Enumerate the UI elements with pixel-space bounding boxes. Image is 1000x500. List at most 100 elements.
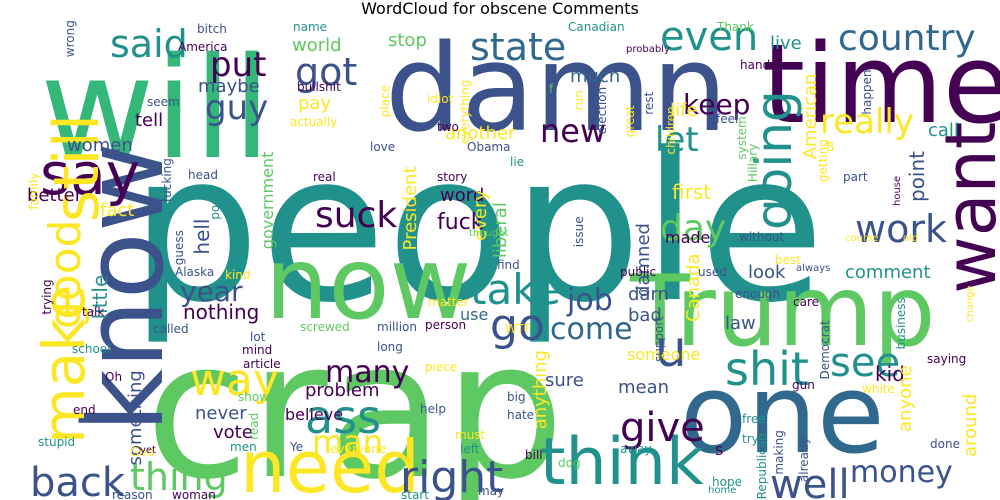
wordcloud-word: Republican <box>755 433 769 499</box>
wordcloud-word: saying <box>927 352 966 366</box>
wordcloud-word: change <box>965 285 976 322</box>
wordcloud-word: actually <box>290 115 337 129</box>
wordcloud-word: gun <box>792 378 815 392</box>
wordcloud-word: Canadian <box>568 20 625 34</box>
wordcloud-word: woman <box>172 488 216 500</box>
wordcloud-word: show <box>238 390 269 404</box>
wordcloud-word: without <box>739 230 784 244</box>
wordcloud-word: care <box>793 295 819 309</box>
wordcloud-word: wrong <box>63 20 77 57</box>
wordcloud-word: school <box>72 342 110 356</box>
wordcloud-word: life <box>670 100 697 121</box>
wordcloud-word: pay <box>298 93 331 114</box>
wordcloud-word: Obama <box>467 140 510 154</box>
wordcloud-word: issue <box>572 216 586 247</box>
wordcloud-word: person <box>425 318 466 332</box>
wordcloud-word: free <box>742 412 766 426</box>
wordcloud-word: shit <box>725 342 809 396</box>
wordcloud-word: story <box>437 170 467 184</box>
wordcloud-word: idiot <box>427 92 454 106</box>
wordcloud-word: guess <box>172 230 186 265</box>
wordcloud-word: point <box>905 151 929 202</box>
wordcloud-word: stupid <box>38 435 75 449</box>
wordcloud-word: Ye <box>289 440 303 454</box>
wordcloud-word: anything <box>530 350 551 429</box>
wordcloud-word: word <box>440 185 484 206</box>
wordcloud-word: dog <box>558 456 581 470</box>
wordcloud-word: damn <box>385 20 728 159</box>
wordcloud-word: u <box>655 320 687 378</box>
wordcloud-word: kind <box>225 268 251 282</box>
wordcloud-word: maybe <box>198 76 260 97</box>
wordcloud-word: little <box>88 275 112 320</box>
wordcloud-word: come <box>550 312 633 347</box>
wordcloud-word: need <box>240 425 420 500</box>
wordcloud-word: done <box>930 437 960 451</box>
wordcloud-word: help <box>420 402 446 416</box>
wordcloud-word: mean <box>618 377 669 398</box>
wordcloud-word: women <box>67 135 133 156</box>
wordcloud-word: mind <box>242 343 272 357</box>
wordcloud-word: money <box>850 455 953 490</box>
wordcloud-word: s <box>715 440 723 459</box>
wordcloud-word: another <box>445 123 516 144</box>
wordcloud-word: long <box>377 340 403 354</box>
wordcloud-word: look <box>748 262 786 283</box>
wordcloud-word: give <box>620 405 705 451</box>
wordcloud-word: real <box>313 170 336 184</box>
wordcloud-word: stop <box>388 30 427 51</box>
wordcloud-word: job <box>566 283 613 318</box>
wordcloud-word: never <box>195 403 247 424</box>
wordcloud-word: back <box>30 460 126 500</box>
wordcloud-word: go <box>490 300 545 351</box>
wordcloud-word: someone <box>627 345 700 364</box>
wordcloud-word: ass <box>305 390 381 444</box>
wordcloud-word: problem <box>305 380 379 401</box>
wordcloud-word: good <box>40 219 91 329</box>
wordcloud-word: best <box>775 253 801 267</box>
wordcloud-word: American <box>800 74 821 160</box>
wordcloud-word: house <box>892 176 903 206</box>
wordcloud-word: bad <box>628 305 662 326</box>
wordcloud-word: rest <box>642 91 656 114</box>
wordcloud-word: business <box>894 297 908 349</box>
wordcloud-word: time <box>762 20 1000 148</box>
wordcloud-word: damned <box>633 223 654 297</box>
wordcloud-word: hand <box>740 58 770 72</box>
wordcloud-word: run <box>572 90 586 110</box>
wordcloud-word: reason <box>112 488 153 500</box>
wordcloud-word: getting <box>816 139 830 182</box>
wordcloud-word: screwed <box>300 320 350 334</box>
wordcloud-word: end <box>73 403 96 417</box>
wordcloud-word: one <box>680 350 885 478</box>
wordcloud-word: course <box>845 233 878 244</box>
wordcloud-word: head <box>188 168 218 182</box>
wordcloud-word: kid <box>875 362 905 386</box>
figure-title: WordCloud for obscene Comments <box>361 0 639 18</box>
wordcloud-word: everything <box>458 80 472 145</box>
wordcloud-word: bill <box>525 448 543 462</box>
wordcloud-word: called <box>153 322 189 336</box>
wordcloud-word: country <box>838 18 976 59</box>
wordcloud-word: think <box>540 425 704 500</box>
wordcloud-word: man <box>312 423 383 461</box>
wordcloud-word: used <box>698 265 727 279</box>
wordcloud-word: old <box>903 233 918 244</box>
wordcloud-word: part <box>843 170 868 184</box>
wordcloud-word: better <box>27 185 83 206</box>
wordcloud-word: great <box>623 105 637 137</box>
wordcloud-word: Hillary <box>746 144 760 182</box>
wordcloud-word: lie <box>510 155 524 169</box>
wordcloud-word: big <box>507 390 526 404</box>
wordcloud-word: B <box>826 140 834 154</box>
wordcloud-word: hell <box>190 219 214 255</box>
wordcloud-word: yet <box>140 445 156 456</box>
wordcloud-word: say <box>40 140 140 208</box>
wordcloud-word: making <box>772 430 786 475</box>
wordcloud-word: tell <box>135 110 163 131</box>
wordcloud-word: bullshit <box>297 80 341 94</box>
wordcloud-word: keep <box>683 88 750 121</box>
wordcloud-word: may <box>478 484 504 498</box>
wordcloud-word: live <box>770 33 802 54</box>
